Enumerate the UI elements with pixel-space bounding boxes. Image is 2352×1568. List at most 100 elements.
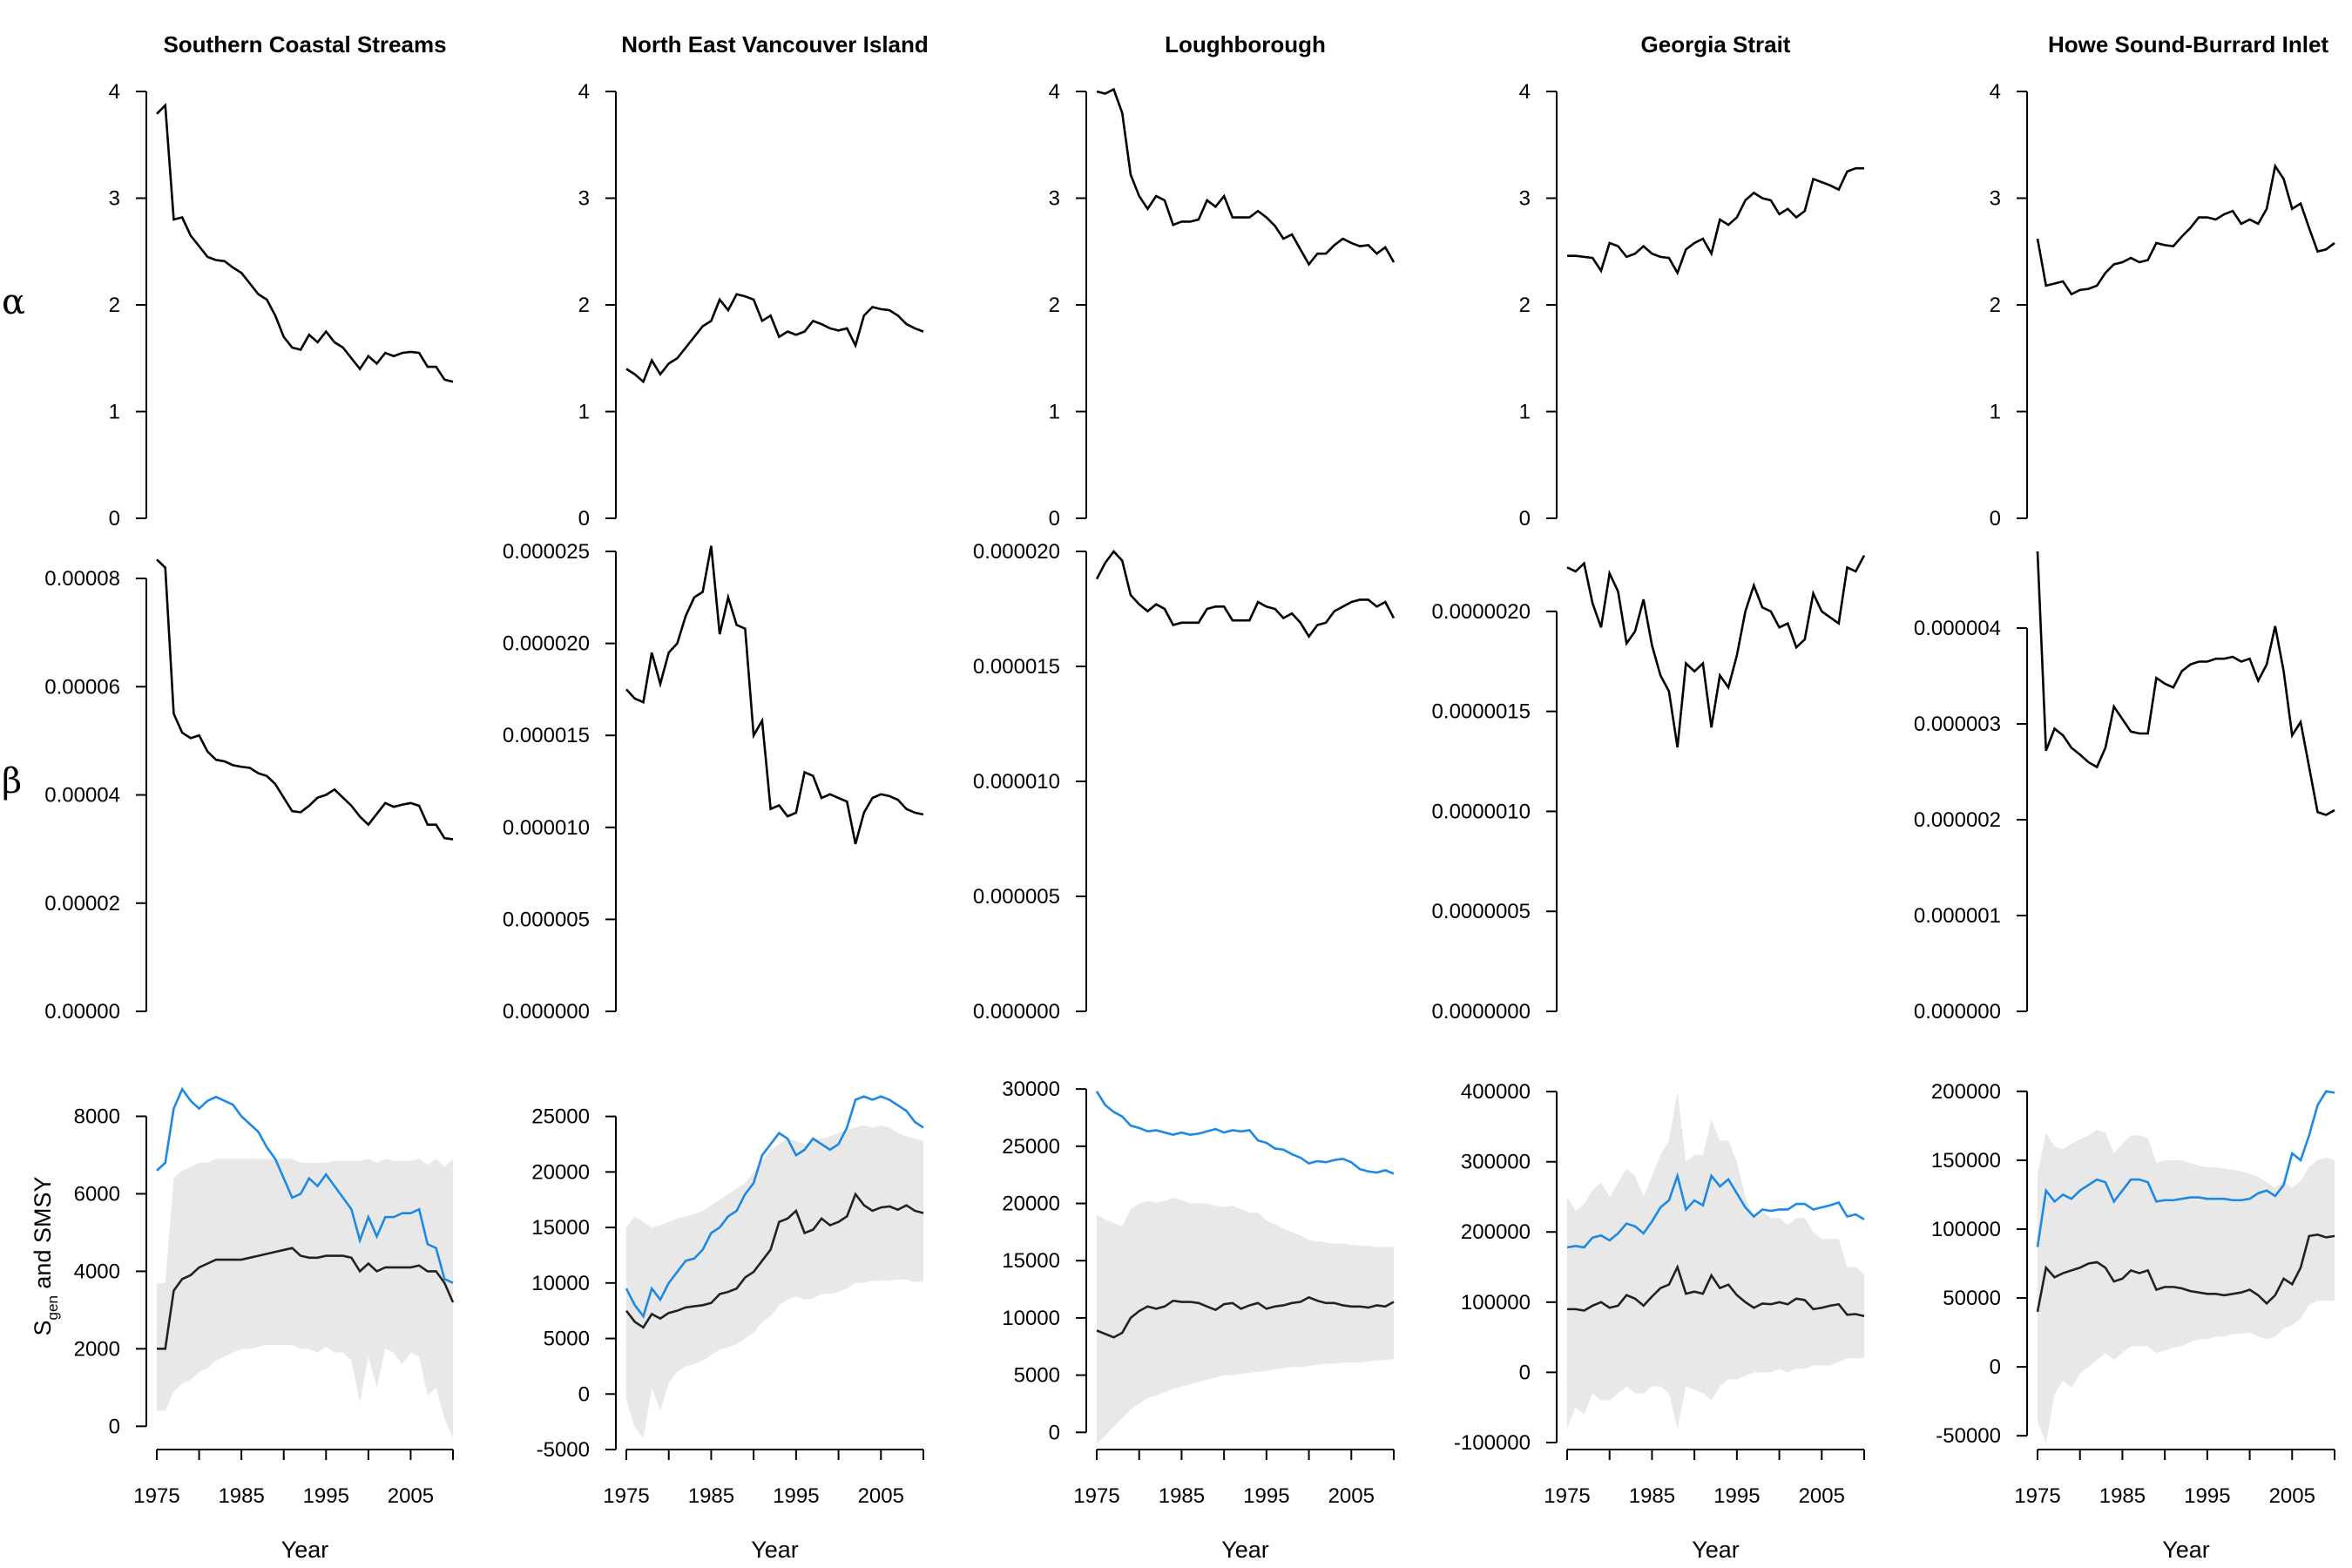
- y-tick-label: 15000: [531, 1216, 590, 1240]
- x-tick-label: 2005: [1799, 1484, 1845, 1508]
- x-tick-label: 1975: [1544, 1484, 1590, 1508]
- y-tick-label: 0.000002: [1914, 808, 2001, 832]
- confidence-band: [1097, 1197, 1394, 1444]
- y-tick-label: 4: [1519, 80, 1531, 104]
- subplot-alpha: 0 1 2 3 4: [1519, 80, 1864, 531]
- y-tick-label: 20000: [1002, 1193, 1060, 1216]
- y-tick-label: 25000: [531, 1105, 590, 1129]
- y-tick-label: 4: [1990, 80, 2001, 104]
- y-tick-label: 0: [578, 1382, 590, 1406]
- beta-line: [1566, 554, 1866, 748]
- y-tick-label: 0.000003: [1914, 713, 2001, 736]
- x-tick-label: 1975: [2014, 1484, 2060, 1508]
- y-tick-label: 100000: [1931, 1218, 2001, 1241]
- y-tick-label: 0: [109, 507, 120, 531]
- smsy-line: [1095, 1091, 1395, 1175]
- y-tick-label: 2: [1519, 294, 1531, 317]
- y-tick-label: 100000: [1461, 1291, 1531, 1315]
- y-tick-label: 0.00002: [44, 892, 120, 916]
- y-tick-label: 10000: [531, 1272, 590, 1295]
- y-tick-label: 2000: [74, 1337, 120, 1361]
- subplot-sgen: -50000 0 50000 100000 150000 200000 1975 1985 19…: [1931, 1080, 2335, 1563]
- x-tick-label: 1975: [1073, 1484, 1119, 1508]
- panels-group: Southern Coastal Streams 0 1 2 3 4 0.00000 0.00…: [44, 31, 2335, 1563]
- sgen-line: [1567, 1264, 1865, 1318]
- x-tick-label: 1995: [1243, 1484, 1289, 1508]
- y-tick-label: 3: [1990, 187, 2001, 211]
- x-tick-label: 2005: [1328, 1484, 1375, 1508]
- y-tick-label: 4: [578, 80, 590, 104]
- panel-2: North East Vancouver Island 0 1 2 3 4 0.000000…: [503, 31, 929, 1563]
- y-tick-label: 20000: [531, 1160, 590, 1184]
- y-tick-label: 1: [1519, 401, 1531, 424]
- confidence-band: [157, 1159, 453, 1438]
- sgen-line: [625, 1192, 924, 1329]
- panel-3: Loughborough 0 1 2 3 4 0.000000 0.000005 0.00001…: [973, 31, 1396, 1563]
- y-tick-label: 2: [578, 294, 590, 317]
- subplot-beta: 0.000000 0.000005 0.000010 0.000015 0.000020…: [503, 540, 924, 1024]
- smsy-line: [1566, 1172, 1865, 1249]
- sgen-line: [157, 1247, 455, 1350]
- x-axis-label: Year: [1221, 1537, 1269, 1563]
- alpha-line: [2036, 163, 2335, 296]
- subplot-alpha: 0 1 2 3 4: [109, 80, 454, 531]
- y-tick-label: 0.000005: [973, 885, 1060, 909]
- x-tick-label: 1985: [218, 1484, 264, 1508]
- y-tick-label: 0.00004: [44, 784, 120, 808]
- x-axis-label: Year: [2162, 1537, 2210, 1563]
- y-tick-label: 0: [578, 507, 590, 531]
- smsy-line: [625, 1095, 924, 1319]
- y-tick-label: 0.0000010: [1432, 800, 1531, 823]
- subplot-beta: 0.00000 0.00002 0.00004 0.00006 0.00008: [44, 558, 454, 1024]
- row-label-alpha: α: [2, 282, 25, 322]
- y-tick-label: 0.00000: [44, 1000, 120, 1024]
- alpha-line: [1096, 87, 1396, 267]
- subplot-beta: 0.0000000 0.0000005 0.0000010 0.0000015 0.00…: [1432, 554, 1866, 1024]
- y-tick-label: 200000: [1931, 1080, 2001, 1104]
- smsy-line: [156, 1086, 454, 1284]
- y-tick-label: -5000: [537, 1438, 590, 1462]
- subplot-beta: 0.000000 0.000001 0.000002 0.000003 0.000004: [1914, 551, 2335, 1024]
- y-tick-label: 400000: [1461, 1080, 1531, 1104]
- x-tick-label: 1995: [773, 1484, 819, 1508]
- subplot-sgen: 0 5000 10000 15000 20000 25000 30000 1975 1985 19…: [1002, 1078, 1395, 1563]
- x-tick-label: 1985: [2099, 1484, 2146, 1508]
- y-tick-label: 0.000015: [973, 655, 1060, 679]
- y-tick-label: 0.000020: [503, 632, 590, 656]
- panel-title: Loughborough: [1165, 31, 1326, 57]
- row-label-beta: β: [2, 761, 22, 801]
- y-tick-label: 3: [1049, 187, 1060, 211]
- y-tick-label: 3: [578, 187, 590, 211]
- y-tick-label: 30000: [1002, 1078, 1060, 1101]
- y-tick-label: 0.0000000: [1432, 1000, 1531, 1024]
- y-tick-label: 0.000000: [973, 1000, 1060, 1024]
- beta-line: [156, 558, 454, 841]
- x-axis-label: Year: [1692, 1537, 1740, 1563]
- x-tick-label: 2005: [858, 1484, 904, 1508]
- x-axis-label: Year: [751, 1537, 799, 1563]
- y-tick-label: 3: [1519, 187, 1531, 211]
- y-tick-label: 50000: [1943, 1287, 2001, 1310]
- y-axis-label-sgen-smsy: Sgen and SMSY: [30, 1177, 61, 1336]
- x-tick-label: 1995: [303, 1484, 349, 1508]
- y-tick-label: 0.000015: [503, 724, 590, 747]
- x-tick-label: 1985: [1159, 1484, 1205, 1508]
- y-tick-label: 0.0000020: [1432, 600, 1531, 624]
- y-tick-label: 0: [109, 1415, 120, 1438]
- subplot-sgen: -5000 0 5000 10000 15000 20000 25000 1975 1985 19…: [531, 1095, 924, 1563]
- panel-title: Howe Sound-Burrard Inlet: [2048, 31, 2328, 57]
- y-tick-label: 2: [109, 294, 120, 317]
- panel-title: Southern Coastal Streams: [163, 31, 446, 57]
- y-tick-label: 10000: [1002, 1307, 1060, 1330]
- beta-line: [625, 545, 924, 845]
- y-tick-label: 0.0000015: [1432, 700, 1531, 724]
- beta-line: [2036, 551, 2335, 816]
- alpha-line: [156, 102, 454, 383]
- y-tick-label: 0.00006: [44, 675, 120, 699]
- y-tick-label: 0: [1519, 507, 1531, 531]
- x-tick-label: 1985: [688, 1484, 734, 1508]
- x-tick-label: 1995: [2184, 1484, 2230, 1508]
- panel-title: Georgia Strait: [1641, 31, 1791, 57]
- y-tick-label: -100000: [1454, 1431, 1531, 1455]
